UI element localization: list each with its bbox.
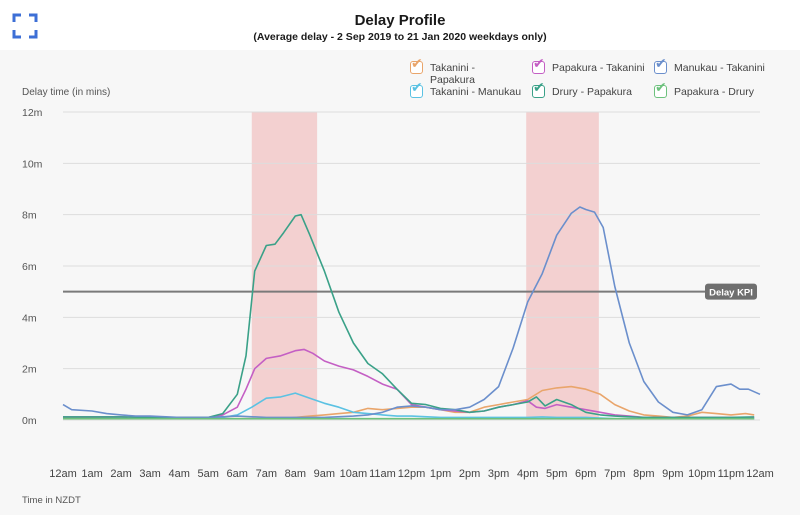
legend-label: Papakura - Takanini (552, 62, 645, 74)
y-tick-label: 12m (22, 107, 43, 119)
x-tick-label: 8pm (633, 468, 654, 480)
x-tick-label: 6pm (575, 468, 596, 480)
legend-label: Takanini - Manukau (430, 86, 522, 98)
check-icon: ✔ (411, 79, 423, 95)
x-tick-label: 7am (256, 468, 277, 480)
check-icon: ✔ (533, 79, 545, 95)
x-tick-label: 4pm (517, 468, 538, 480)
check-icon: ✔ (655, 55, 667, 71)
x-tick-label: 7pm (604, 468, 625, 480)
x-tick-label: 11pm (718, 468, 745, 480)
series-line-4 (62, 206, 761, 419)
x-tick-label: 11am (369, 468, 396, 480)
y-tick-label: 2m (22, 364, 37, 376)
x-tick-label: 5am (198, 468, 219, 480)
legend-item[interactable]: ✔ Drury - Papakura (532, 80, 647, 98)
x-tick-label: 12am (49, 468, 77, 480)
legend-item[interactable]: ✔ Papakura - Drury (654, 80, 769, 98)
y-tick-label: 0m (22, 415, 37, 427)
x-tick-label: 5pm (546, 468, 567, 480)
y-axis-label: Delay time (in mins) (22, 87, 111, 98)
x-tick-label: 1am (81, 468, 102, 480)
legend: ✔ Takanini - Papakura ✔ Papakura - Takanini… (410, 56, 770, 108)
x-tick-label: 10am (340, 468, 368, 480)
legend-label: Drury - Papakura (552, 86, 632, 98)
x-tick-label: 3pm (488, 468, 509, 480)
kpi-label: Delay KPI (709, 288, 753, 299)
x-tick-label: 9pm (662, 468, 683, 480)
check-icon: ✔ (655, 79, 667, 95)
legend-label: Papakura - Drury (674, 86, 754, 98)
checkbox-icon[interactable]: ✔ (654, 56, 667, 74)
series-line-2 (63, 348, 755, 419)
x-tick-label: 2am (110, 468, 131, 480)
x-tick-label: 8am (285, 468, 306, 480)
legend-label: Manukau - Takanini (674, 62, 765, 74)
legend-item[interactable]: ✔ Papakura - Takanini (532, 56, 647, 74)
checkbox-icon[interactable]: ✔ (410, 80, 423, 98)
series-line-3 (63, 213, 755, 419)
y-tick-label: 10m (22, 158, 43, 170)
x-tick-label: 12pm (398, 468, 426, 480)
chart-subtitle: (Average delay - 2 Sep 2019 to 21 Jan 20… (253, 31, 547, 43)
chart-title: Delay Profile (354, 12, 446, 29)
kpi-tag (705, 283, 757, 300)
x-tick-label: 1pm (430, 468, 451, 480)
legend-label: Takanini - Papakura (430, 62, 475, 86)
x-tick-label: 2pm (459, 468, 480, 480)
legend-item[interactable]: ✔ Manukau - Takanini (654, 56, 769, 74)
time-zone-label: Time in NZDT (22, 495, 81, 506)
checkbox-icon[interactable]: ✔ (654, 80, 667, 98)
y-tick-label: 8m (22, 210, 37, 222)
x-tick-label: 12am (746, 468, 774, 480)
check-icon: ✔ (533, 55, 545, 71)
legend-item[interactable]: ✔ Takanini - Manukau (410, 80, 525, 98)
x-tick-label: 10pm (688, 468, 716, 480)
y-tick-label: 6m (22, 261, 37, 273)
chart-panel (0, 50, 800, 515)
x-tick-label: 4am (168, 468, 189, 480)
expand-icon[interactable] (12, 13, 38, 39)
check-icon: ✔ (411, 55, 423, 71)
checkbox-icon[interactable]: ✔ (532, 56, 545, 74)
x-tick-label: 6am (227, 468, 248, 480)
header: Delay Profile (Average delay - 2 Sep 201… (0, 0, 800, 50)
y-tick-label: 4m (22, 312, 37, 324)
checkbox-icon[interactable]: ✔ (532, 80, 545, 98)
legend-item[interactable]: ✔ Takanini - Papakura (410, 56, 480, 86)
checkbox-icon[interactable]: ✔ (410, 56, 423, 74)
x-tick-label: 9am (314, 468, 335, 480)
x-tick-label: 3am (139, 468, 160, 480)
